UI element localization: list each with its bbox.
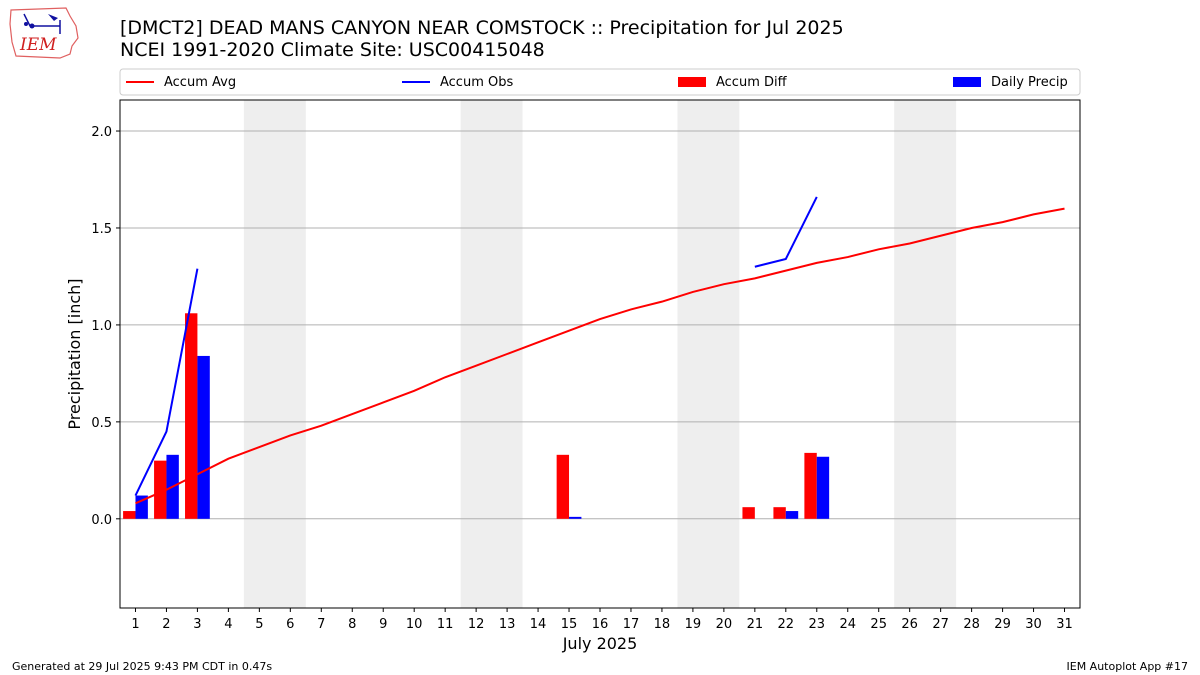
x-tick-label: 13 [499,617,516,632]
x-tick-label: 31 [1056,617,1073,632]
x-tick-label: 5 [255,617,263,632]
weekend-shade [460,100,523,608]
x-tick-label: 16 [592,617,609,632]
x-tick-label: 3 [193,617,201,632]
y-tick-label: 0.5 [91,416,112,431]
x-tick-label: 28 [963,617,980,632]
accum-obs-line [134,268,199,496]
accum-obs-line [754,196,818,268]
x-tick-label: 27 [932,617,949,632]
legend-entry-label: Accum Diff [716,75,788,90]
daily-precip-bar [569,516,582,519]
x-tick-label: 23 [809,617,826,632]
accum-diff-bar [185,313,198,519]
svg-text:IEM: IEM [19,35,57,55]
x-tick-label: 30 [1025,617,1042,632]
accum-diff-bar [123,511,136,519]
x-axis-label: July 2025 [562,634,638,653]
weekend-shade [894,100,957,608]
legend-entry-label: Accum Obs [440,75,513,90]
legend-entry-label: Daily Precip [991,75,1068,90]
y-tick-label: 1.0 [91,319,112,334]
daily-precip-bar [785,511,799,519]
y-tick-label: 2.0 [91,125,112,140]
x-tick-label: 4 [224,617,232,632]
x-tick-label: 15 [561,617,578,632]
x-tick-label: 12 [468,617,485,632]
legend-entry-label: Accum Avg [164,75,236,90]
legend-bar-swatch [678,77,706,87]
x-tick-label: 26 [901,617,918,632]
x-tick-label: 2 [162,617,170,632]
x-tick-label: 9 [379,617,387,632]
x-tick-label: 25 [870,617,887,632]
x-tick-label: 19 [685,617,702,632]
x-tick-label: 29 [994,617,1011,632]
y-tick-label: 1.5 [91,222,112,237]
generated-timestamp: Generated at 29 Jul 2025 9:43 PM CDT in … [12,660,273,673]
accum-diff-bar [556,454,570,519]
y-tick-label: 0.0 [91,513,112,528]
iem-logo: IEM [8,6,82,60]
chart-title: [DMCT2] DEAD MANS CANYON NEAR COMSTOCK :… [120,17,844,39]
app-credit: IEM Autoplot App #17 [1066,660,1189,673]
accum-diff-bar [154,460,167,519]
x-tick-label: 21 [747,617,764,632]
x-tick-label: 24 [839,617,856,632]
x-tick-label: 18 [654,617,671,632]
accum-avg-line [135,207,1065,505]
x-tick-label: 6 [286,617,294,632]
accum-diff-bar [804,452,817,519]
x-tick-label: 22 [778,617,795,632]
x-tick-label: 7 [317,617,325,632]
x-tick-label: 11 [437,617,454,632]
x-tick-label: 8 [348,617,356,632]
y-axis-label: Precipitation [inch] [65,278,84,429]
x-tick-label: 20 [716,617,733,632]
weekend-shade [243,100,306,608]
daily-precip-bar [197,355,210,519]
chart-subtitle: NCEI 1991-2020 Climate Site: USC00415048 [120,39,545,61]
x-tick-label: 1 [131,617,139,632]
x-tick-label: 10 [406,617,423,632]
legend-bar-swatch [953,77,981,87]
daily-precip-bar [816,456,830,519]
accum-diff-bar [773,507,786,519]
weekend-shade [677,100,740,608]
accum-diff-bar [742,507,755,519]
x-tick-label: 17 [623,617,640,632]
x-tick-label: 14 [530,617,547,632]
legend-box [119,68,1081,96]
